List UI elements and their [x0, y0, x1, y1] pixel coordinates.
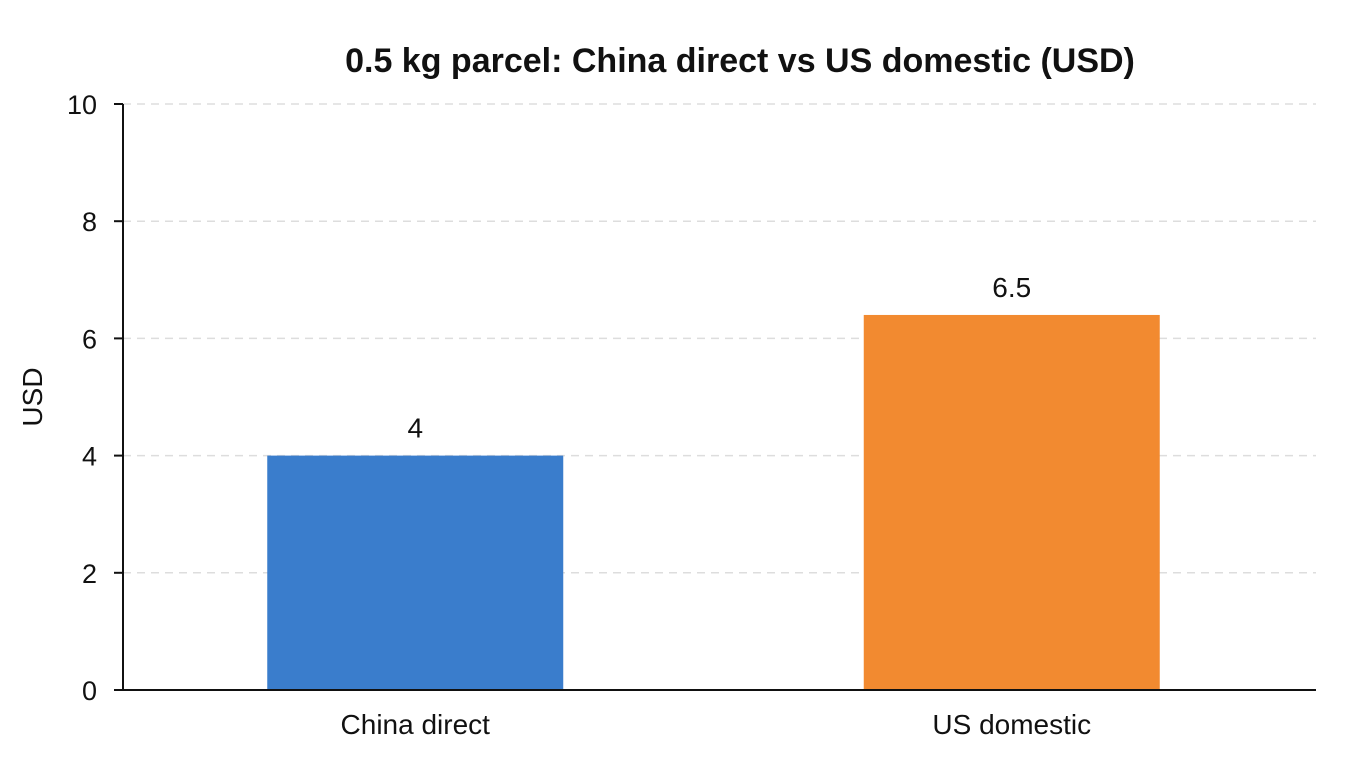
data-label: 4	[407, 413, 423, 444]
bar-us-domestic	[863, 314, 1160, 690]
y-tick-label: 6	[82, 324, 97, 354]
chart-title: 0.5 kg parcel: China direct vs US domest…	[345, 42, 1135, 80]
data-labels: 46.5	[407, 272, 1031, 444]
y-tick-labels: 0 2 4 6 8 10	[67, 90, 97, 706]
x-category-labels: China direct US domestic	[341, 709, 1092, 740]
bar-china-direct	[267, 455, 564, 690]
data-label: 6.5	[992, 272, 1031, 303]
y-tick-label: 4	[82, 442, 97, 472]
x-category-label: US domestic	[932, 709, 1091, 740]
y-tick-label: 0	[82, 676, 97, 706]
y-tick-label: 2	[82, 559, 97, 589]
y-tick-label: 10	[67, 90, 97, 120]
bars	[267, 314, 1160, 690]
y-axis-title: USD	[17, 367, 48, 426]
axes	[114, 103, 1316, 691]
x-category-label: China direct	[341, 709, 491, 740]
y-tick-label: 8	[82, 207, 97, 237]
